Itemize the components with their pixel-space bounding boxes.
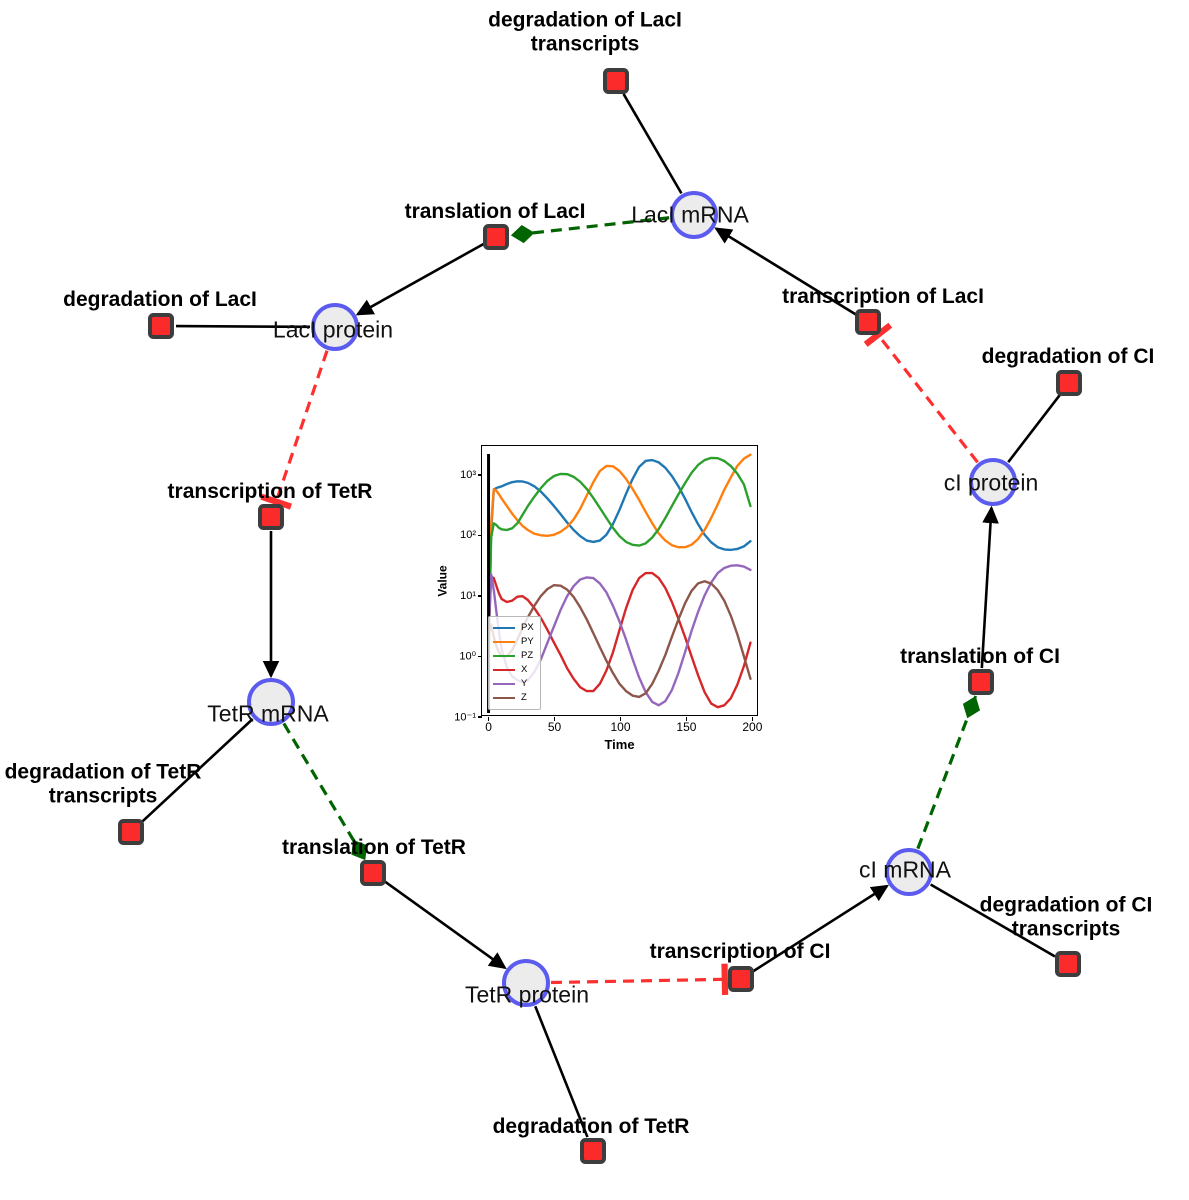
species-node-tetr_protein[interactable]: [502, 959, 550, 1007]
chart-legend-item: PY: [493, 635, 534, 649]
chart-y-tick: 10³: [460, 468, 476, 481]
reaction-node-transcr_ci[interactable]: [728, 966, 754, 992]
reaction-node-transl_laci[interactable]: [483, 224, 509, 250]
chart-legend-label: Y: [521, 678, 528, 690]
reaction-node-deg_ci[interactable]: [1056, 370, 1082, 396]
reaction-node-deg_tetr[interactable]: [580, 1138, 606, 1164]
chart-y-tickmark: [478, 655, 482, 658]
timecourse-inset-plot: Value Time 10⁻¹ 10⁰ 10¹ 10² 10³ 0 50 100 150 200…: [436, 445, 762, 752]
edge-flow: [622, 93, 683, 195]
edge-flow: [355, 242, 485, 316]
edge-inhibition: [550, 963, 729, 995]
reaction-label-deg_tetr: degradation of TetR: [492, 1115, 690, 1139]
chart-y-tick: 10¹: [460, 589, 476, 602]
chart-legend-item: PZ: [493, 649, 534, 663]
chart-x-tick: 200: [742, 720, 763, 734]
species-node-ci_protein[interactable]: [969, 458, 1017, 506]
reaction-label-transcr_tetr: transcription of TetR: [167, 480, 373, 504]
chart-legend-swatch: [493, 696, 515, 700]
edge-flow: [752, 884, 889, 973]
chart-legend-label: X: [521, 664, 528, 676]
edge-activation: [916, 695, 981, 850]
chart-y-tick: 10⁻¹: [454, 711, 476, 724]
chart-legend-label: PX: [521, 622, 534, 634]
chart-y-tickmark: [478, 534, 482, 537]
chart-y-tickmark: [478, 716, 482, 718]
edge-flow: [534, 1005, 589, 1138]
chart-legend-item: Z: [493, 691, 534, 705]
chart-legend-label: PZ: [521, 650, 534, 662]
chart-legend-item: PX: [493, 621, 534, 635]
chart-x-tick: 100: [610, 720, 631, 734]
species-node-tetr_mrna[interactable]: [247, 678, 295, 726]
chart-legend-swatch: [493, 682, 515, 686]
species-node-ci_mrna[interactable]: [885, 848, 933, 896]
chart-legend-swatch: [493, 668, 515, 672]
reaction-label-transcr_ci: transcription of CI: [649, 940, 831, 964]
reaction-label-transl_ci: translation of CI: [900, 645, 1060, 669]
edge-flow: [141, 718, 254, 823]
reaction-node-transl_ci[interactable]: [968, 669, 994, 695]
chart-y-tick: 10⁰: [459, 650, 476, 663]
chart-y-tickmark: [478, 474, 482, 476]
edge-flow: [1007, 394, 1061, 463]
reaction-node-deg_laci[interactable]: [148, 313, 174, 339]
reaction-label-deg_laci: degradation of LacI: [63, 288, 257, 312]
reaction-label-transl_laci: translation of LacI: [404, 200, 586, 224]
species-node-laci_mrna[interactable]: [670, 191, 718, 239]
edge-flow: [383, 880, 507, 970]
chart-x-tick: 150: [676, 720, 697, 734]
chart-y-tick: 10²: [460, 529, 476, 542]
reaction-label-transl_tetr: translation of TetR: [282, 836, 466, 860]
edge-inhibition: [863, 322, 979, 464]
reaction-node-deg_tetr_transcripts[interactable]: [118, 819, 144, 845]
node-layer: [118, 68, 1082, 1164]
chart-y-tickmark: [478, 595, 482, 597]
reaction-node-deg_laci_transcripts[interactable]: [603, 68, 629, 94]
edge-activation: [282, 722, 368, 861]
chart-series-X: [487, 571, 752, 709]
reaction-label-deg_ci_transcripts: degradation of CI transcripts: [979, 893, 1153, 940]
chart-x-axis-label: Time: [604, 737, 635, 752]
species-node-laci_protein[interactable]: [311, 303, 359, 351]
reaction-label-deg_laci_transcripts: degradation of LacI transcripts: [488, 8, 682, 55]
chart-x-tickmark: [619, 717, 622, 721]
chart-legend-swatch: [493, 626, 515, 630]
edge-flow: [929, 883, 1056, 958]
reaction-node-deg_ci_transcripts[interactable]: [1055, 951, 1081, 977]
chart-x-tickmark: [487, 717, 490, 721]
reaction-node-transcr_laci[interactable]: [855, 309, 881, 335]
chart-legend-swatch: [493, 640, 515, 644]
edge-inhibition: [260, 350, 329, 510]
reaction-node-transcr_tetr[interactable]: [258, 504, 284, 530]
chart-series-PY: [487, 453, 752, 657]
chart-x-tickmark: [553, 717, 556, 721]
chart-x-tickmark: [685, 717, 688, 721]
chart-legend: PX PY PZ X Y Z: [488, 616, 541, 710]
edge-layer: [141, 93, 1061, 1138]
chart-legend-label: PY: [521, 636, 534, 648]
chart-legend-label: Z: [521, 692, 527, 704]
edge-flow: [175, 324, 311, 329]
reaction-label-transcr_laci: transcription of LacI: [782, 285, 984, 309]
reaction-label-deg_tetr_transcripts: degradation of TetR transcripts: [4, 760, 202, 807]
chart-legend-item: Y: [493, 677, 534, 691]
reaction-label-deg_ci: degradation of CI: [981, 345, 1155, 369]
edge-flow: [980, 505, 999, 669]
edge-activation: [510, 216, 670, 244]
chart-y-axis-label: Value: [435, 564, 450, 597]
chart-legend-item: X: [493, 663, 534, 677]
reaction-node-transl_tetr[interactable]: [360, 860, 386, 886]
chart-x-tickmark: [751, 717, 754, 721]
chart-x-tick: 50: [547, 720, 562, 734]
edge-flow: [714, 227, 857, 316]
chart-legend-swatch: [493, 654, 515, 658]
chart-x-tick: 0: [485, 720, 492, 734]
chart-series-PZ: [487, 456, 752, 657]
